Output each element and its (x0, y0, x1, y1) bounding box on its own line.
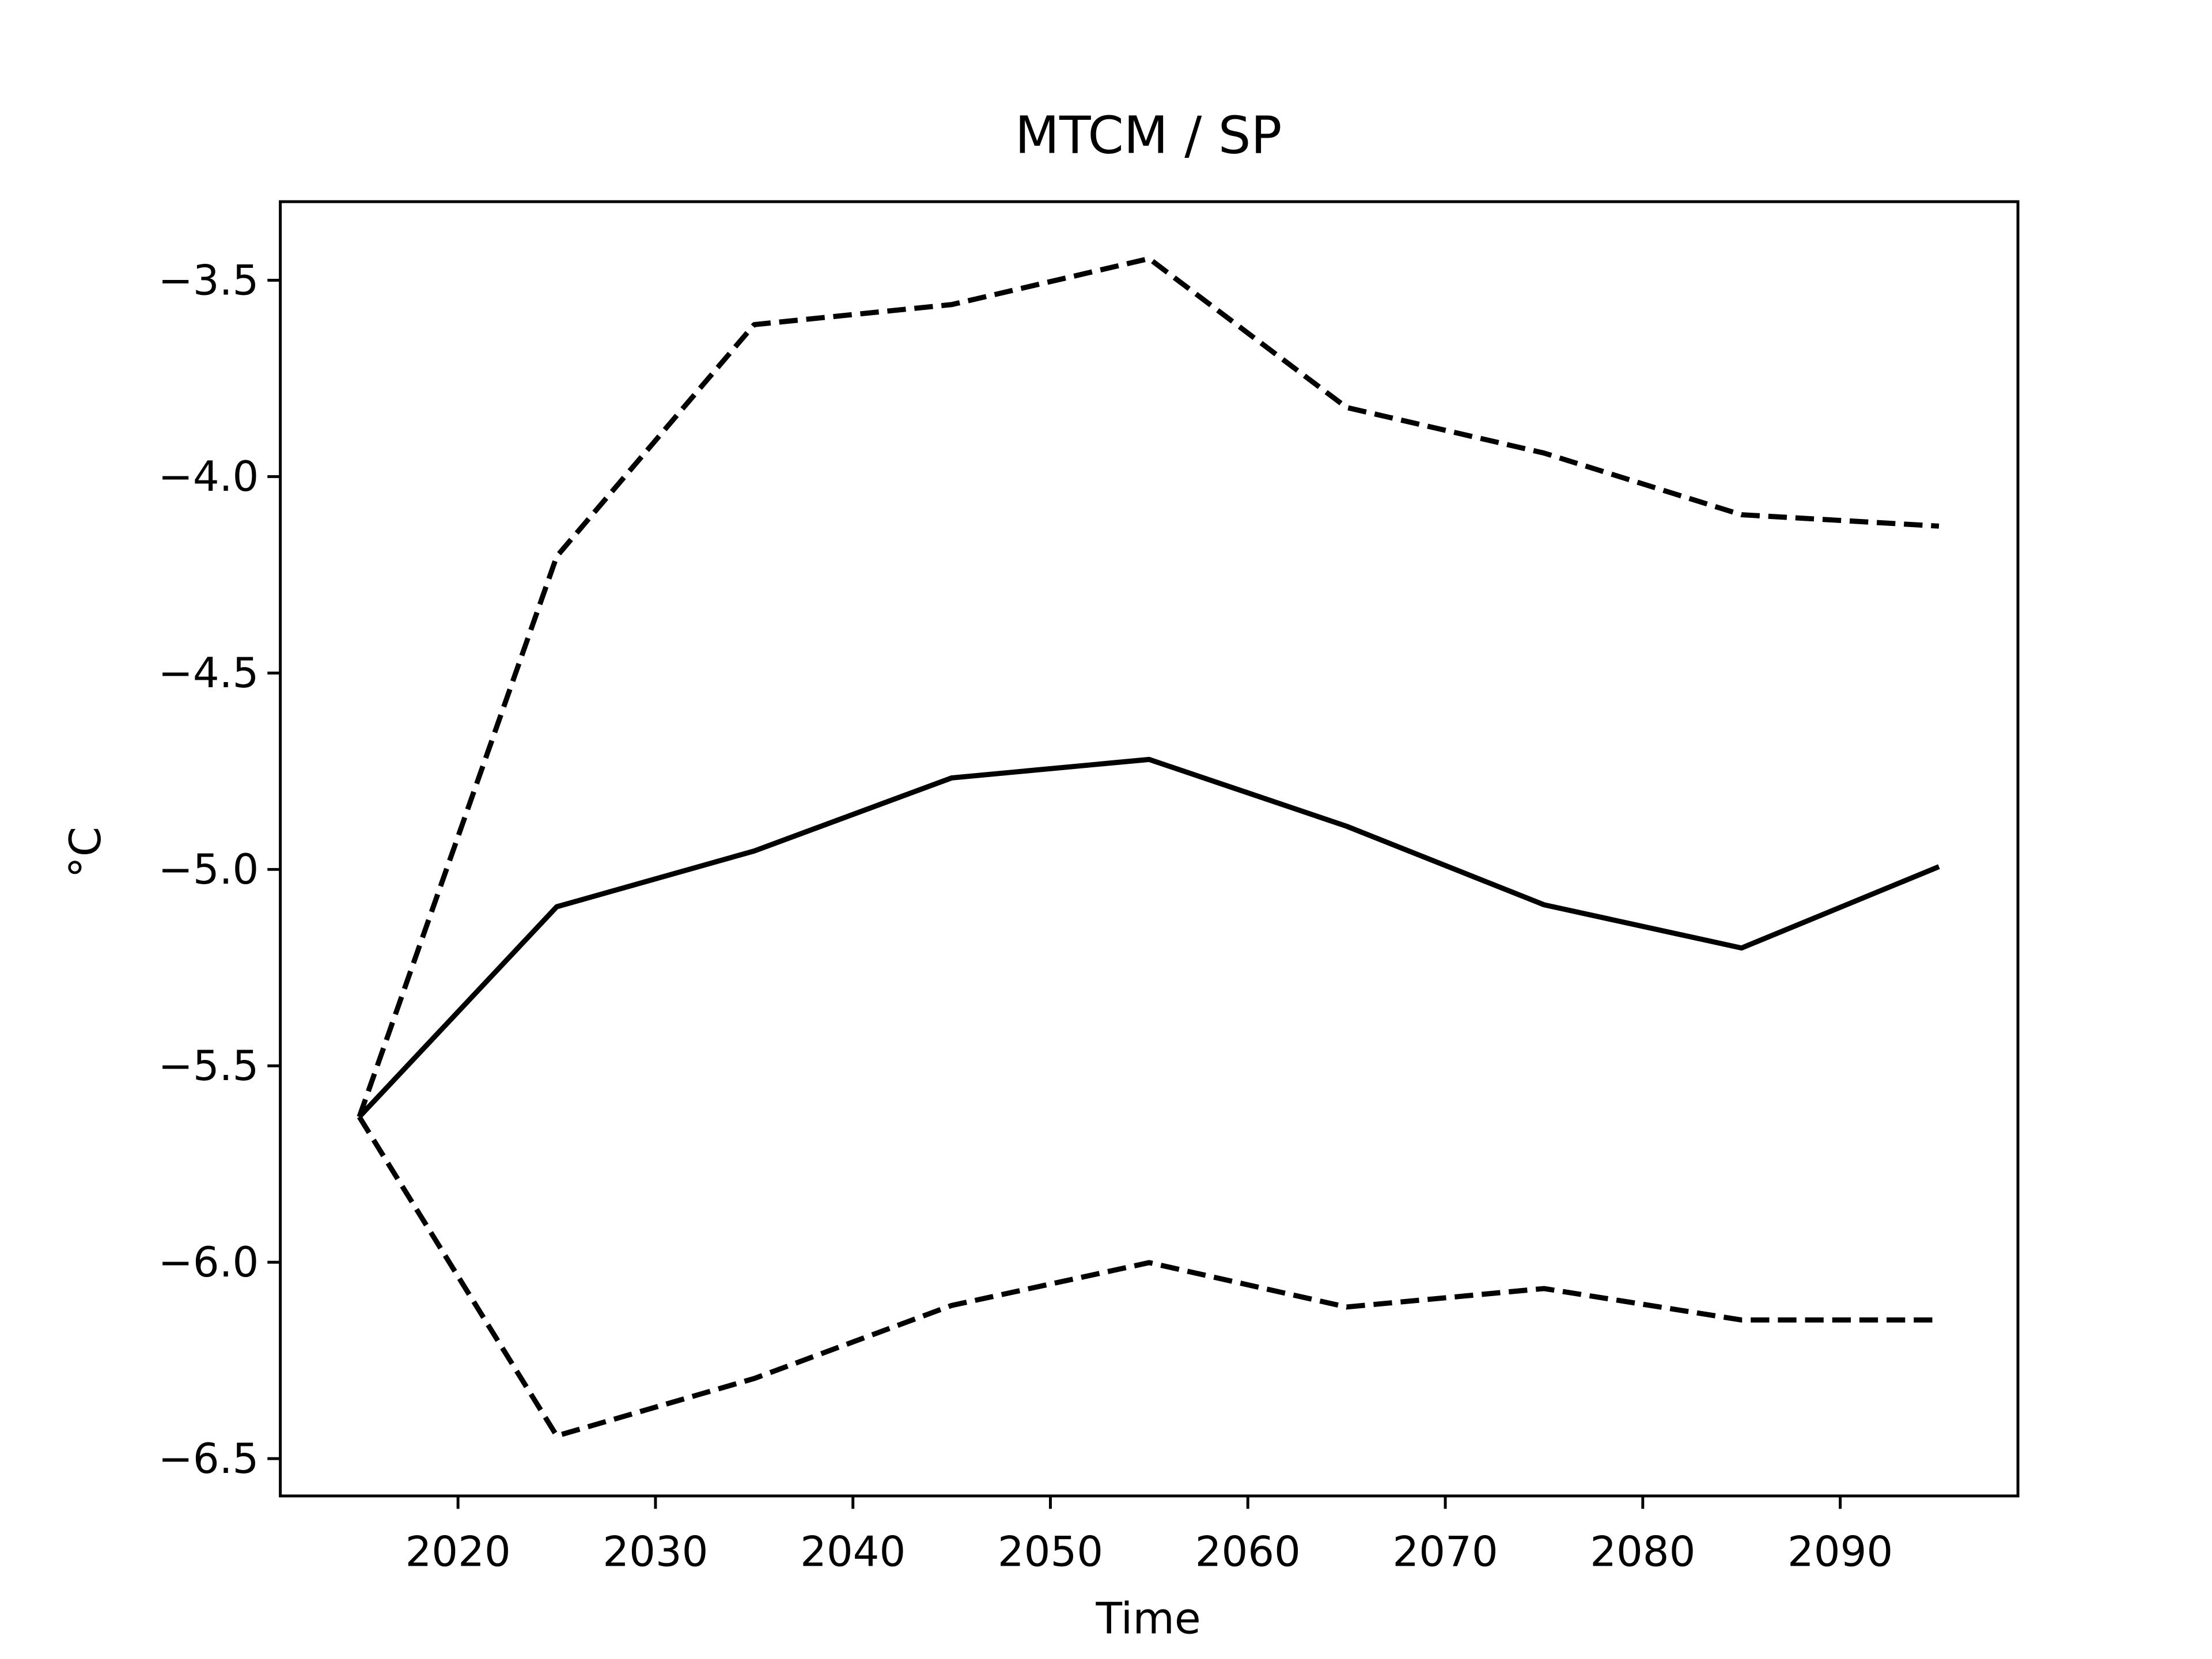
series-line (357, 1115, 1939, 1439)
y-tick-label: −4.0 (158, 452, 259, 501)
plot-frame (279, 200, 2020, 1498)
x-tick-label: 2090 (1787, 1528, 1893, 1576)
x-tick-label: 2050 (998, 1528, 1103, 1576)
series-line (357, 756, 1940, 1119)
chart-title: MTCM / SP (1015, 106, 1282, 166)
x-tick-label: 2020 (406, 1528, 511, 1576)
x-tick-label: 2070 (1392, 1528, 1498, 1576)
x-tick-label: 2060 (1195, 1528, 1301, 1576)
y-axis-label: °C (60, 827, 111, 878)
y-tick-label: −5.5 (158, 1041, 259, 1090)
series-line (357, 256, 1940, 1118)
x-tick-label: 2080 (1590, 1528, 1695, 1576)
x-tick-label: 2030 (603, 1528, 708, 1576)
y-tick-label: −4.5 (158, 649, 259, 697)
y-tick-label: −6.0 (158, 1238, 259, 1286)
y-tick-label: −3.5 (158, 256, 259, 304)
y-tick-label: −6.5 (158, 1434, 259, 1483)
y-tick-label: −5.0 (158, 845, 259, 893)
x-axis-label: Time (1095, 1593, 1200, 1643)
x-tick-label: 2040 (800, 1528, 906, 1576)
